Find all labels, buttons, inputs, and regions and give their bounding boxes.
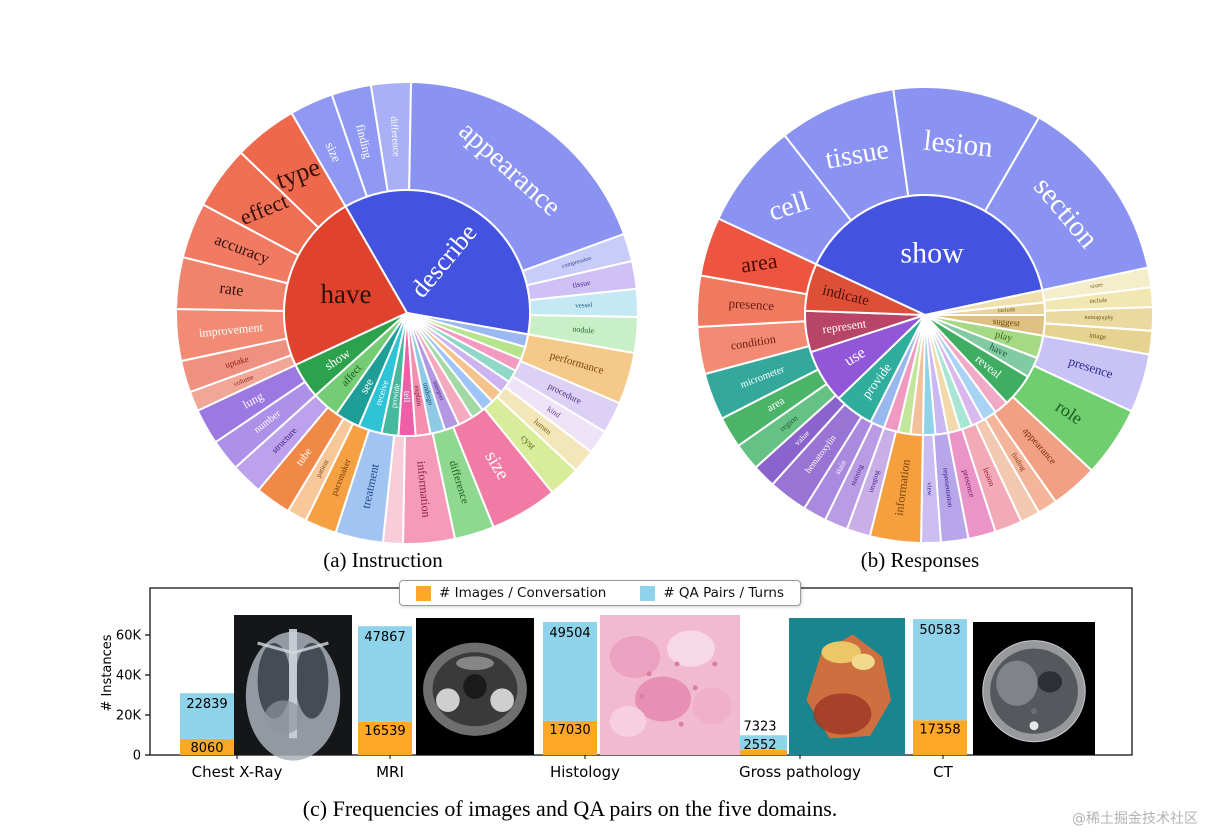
inner-wedge-indicate (804, 262, 926, 316)
sunburst-word: image (1089, 331, 1107, 341)
sunburst-word: include (1089, 298, 1107, 305)
x-axis-label: Histology (550, 763, 620, 781)
bar-qa-MRI (358, 626, 412, 722)
sunburst-word: provide (389, 383, 401, 409)
sunburst-word: rate (219, 280, 245, 300)
sunburst-word: presence (728, 296, 775, 314)
inner-wedge-have (283, 205, 409, 367)
bar-qa-CT (913, 619, 967, 721)
sunburst-instruction: size finding difference appearancecompressi… (175, 81, 639, 545)
inner-wedge-show (814, 194, 1044, 317)
sunburst-word: nodule (572, 324, 595, 335)
x-axis-label: Chest X-Ray (192, 763, 283, 781)
bar-images-Gross pathology (733, 749, 787, 755)
y-axis-tick-label: 60K (116, 629, 142, 644)
y-axis-tick-label: 40K (116, 669, 142, 684)
bar-value-images: 17358 (919, 722, 960, 737)
ct-photo (973, 622, 1095, 755)
sunburst-word: vessel (575, 301, 592, 310)
legend-swatch-qa-icon (640, 585, 656, 601)
bar-qa-Histology (543, 621, 597, 721)
gross-pathology-photo (789, 618, 905, 755)
legend-label-images: # Images / Conversation (439, 585, 607, 601)
bar-value-qa: 49504 (549, 626, 590, 641)
sunburst-word: suggest (992, 316, 1020, 328)
y-axis-tick-label: 20K (116, 709, 142, 724)
bar-value-images: 8060 (190, 741, 223, 756)
caption-frequencies: (c) Frequencies of images and QA pairs o… (302, 796, 838, 821)
sunburst-word: view (925, 482, 933, 497)
legend-item-images: # Images / Conversation (416, 585, 606, 601)
caption-responses: (b) Responses (860, 548, 980, 572)
x-axis-label: MRI (376, 763, 404, 781)
sunburst-word: represent (821, 316, 867, 336)
bar-value-qa: 7323 (743, 719, 776, 734)
sunburst-word: explain (413, 385, 424, 407)
sunburst-word: score (1090, 282, 1104, 290)
sunburst-word: show (900, 237, 964, 270)
sunburst-word: play (994, 329, 1014, 344)
domain-bar-chart: 0 20K 40K 60K# Instances 8060 22839 Chest X-Ra… (100, 587, 1133, 781)
mri-photo (416, 618, 534, 755)
x-axis-label: Gross pathology (739, 763, 861, 781)
sunburst-word: area (739, 248, 779, 278)
sunburst-word: information (414, 460, 433, 518)
y-axis-tick-label: 0 (133, 749, 141, 764)
legend: # Images / Conversation # QA Pairs / Tur… (399, 580, 801, 606)
sunburst-word: tomography (1084, 315, 1113, 322)
bar-images-Chest X-Ray (180, 738, 234, 755)
chest-xray-photo (234, 615, 352, 761)
bar-value-images: 16539 (364, 724, 405, 739)
sunburst-word: difference (388, 116, 402, 158)
sunburst-word: improvement (198, 320, 264, 340)
legend-label-qa: # QA Pairs / Turns (663, 585, 784, 601)
bar-value-qa: 22839 (186, 697, 227, 712)
bar-value-qa: 47867 (364, 630, 405, 645)
watermark: @稀土掘金技术社区 (1072, 811, 1198, 827)
bar-images-CT (913, 720, 967, 755)
sunburst-word: tissue (572, 278, 592, 290)
x-axis-label: CT (933, 763, 953, 781)
histology-photo (600, 615, 740, 755)
sunburst-word: include (998, 307, 1016, 314)
sunburst-word: see (357, 376, 377, 396)
y-axis-title: # Instances (100, 634, 115, 711)
bar-images-Histology (543, 720, 597, 755)
bar-value-images: 17030 (549, 723, 590, 738)
sunburst-word: have (321, 279, 372, 309)
bar-images-MRI (358, 721, 412, 755)
legend-item-qa: # QA Pairs / Turns (640, 585, 784, 601)
sunburst-word: tell (402, 391, 412, 403)
bar-value-images: 2552 (743, 738, 776, 753)
inner-wedge-describe (344, 189, 531, 336)
bar-qa-Chest X-Ray (180, 693, 234, 739)
bar-value-qa: 50583 (919, 623, 960, 638)
sunburst-word: lesion (922, 125, 995, 164)
bar-qa-Gross pathology (733, 735, 787, 750)
legend-swatch-images-icon (416, 585, 431, 601)
caption-instruction: (a) Instruction (323, 548, 443, 572)
inner-wedge (406, 312, 530, 349)
